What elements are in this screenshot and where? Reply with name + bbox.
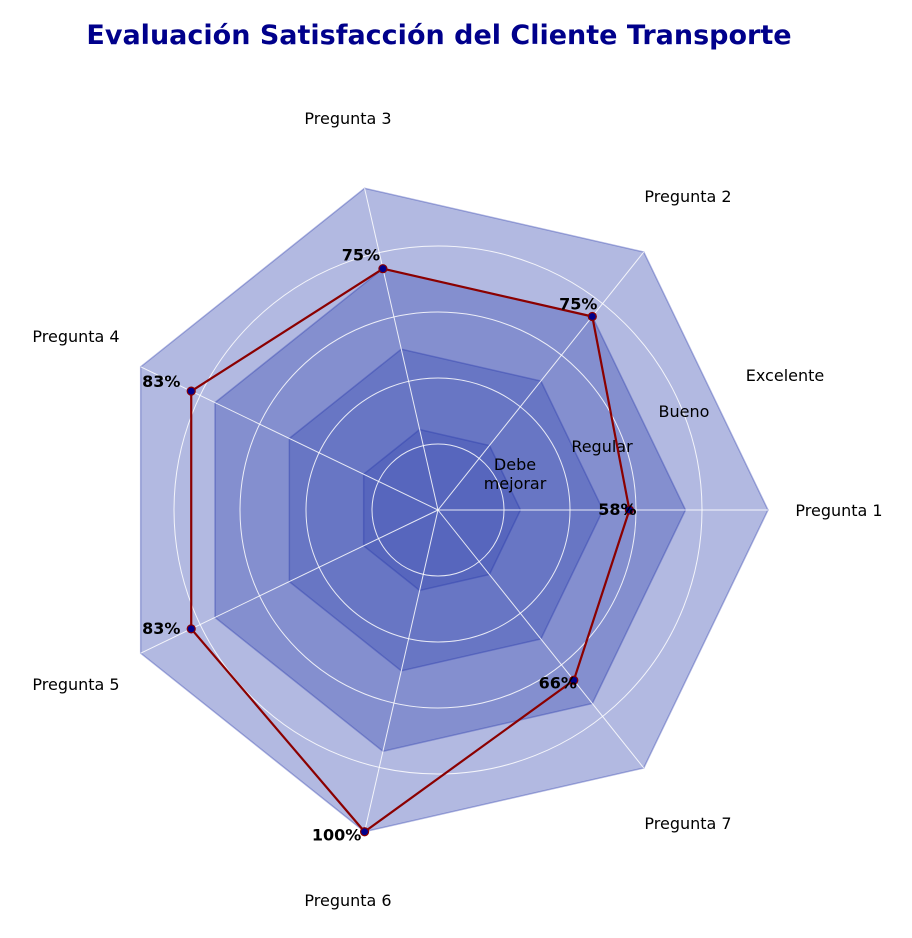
value-labels: 58% 75% 75% 83% 83% 100% 66% bbox=[142, 246, 636, 845]
value-label-pregunta-6: 100% bbox=[312, 826, 361, 845]
band-label-regular: Regular bbox=[571, 437, 633, 456]
data-point-pregunta-5 bbox=[186, 624, 196, 634]
data-point-pregunta-1 bbox=[624, 505, 635, 515]
category-label-pregunta-5: Pregunta 5 bbox=[32, 675, 119, 694]
grid-spoke bbox=[364, 509, 439, 832]
grid-spoke bbox=[437, 251, 645, 511]
chart-title: Evaluación Satisfacción del Cliente Tran… bbox=[86, 20, 792, 51]
category-labels: Pregunta 1 Pregunta 2 Pregunta 3 Pregunta 4… bbox=[32, 109, 882, 910]
band-label-debe-mejorar: Debe mejorar bbox=[484, 455, 547, 493]
category-label-pregunta-4: Pregunta 4 bbox=[32, 327, 119, 346]
series-layer bbox=[186, 264, 635, 837]
value-label-pregunta-1: 58% bbox=[598, 500, 636, 519]
data-point-pregunta-7 bbox=[569, 675, 579, 685]
value-label-pregunta-2: 75% bbox=[559, 294, 597, 313]
data-point-pregunta-2 bbox=[587, 311, 597, 322]
value-label-pregunta-7: 66% bbox=[539, 673, 577, 692]
category-label-pregunta-2: Pregunta 2 bbox=[644, 187, 731, 206]
band-labels: Debe mejorar Regular Bueno Excelente bbox=[484, 366, 825, 493]
grid-spoke bbox=[437, 509, 645, 769]
band-label-bueno: Bueno bbox=[659, 402, 710, 421]
value-label-pregunta-3: 75% bbox=[342, 246, 380, 265]
data-point-pregunta-4 bbox=[186, 386, 196, 396]
grid-spoke bbox=[364, 188, 439, 511]
value-label-pregunta-4: 83% bbox=[142, 372, 180, 391]
data-point-pregunta-6 bbox=[359, 827, 370, 837]
value-label-pregunta-5: 83% bbox=[142, 619, 180, 638]
band-label-excelente: Excelente bbox=[746, 366, 824, 385]
category-label-pregunta-3: Pregunta 3 bbox=[304, 109, 391, 128]
data-point-pregunta-3 bbox=[378, 264, 388, 274]
category-label-pregunta-7: Pregunta 7 bbox=[644, 814, 731, 833]
category-label-pregunta-6: Pregunta 6 bbox=[304, 891, 391, 910]
category-label-pregunta-1: Pregunta 1 bbox=[795, 501, 882, 520]
series-line bbox=[190, 267, 631, 833]
